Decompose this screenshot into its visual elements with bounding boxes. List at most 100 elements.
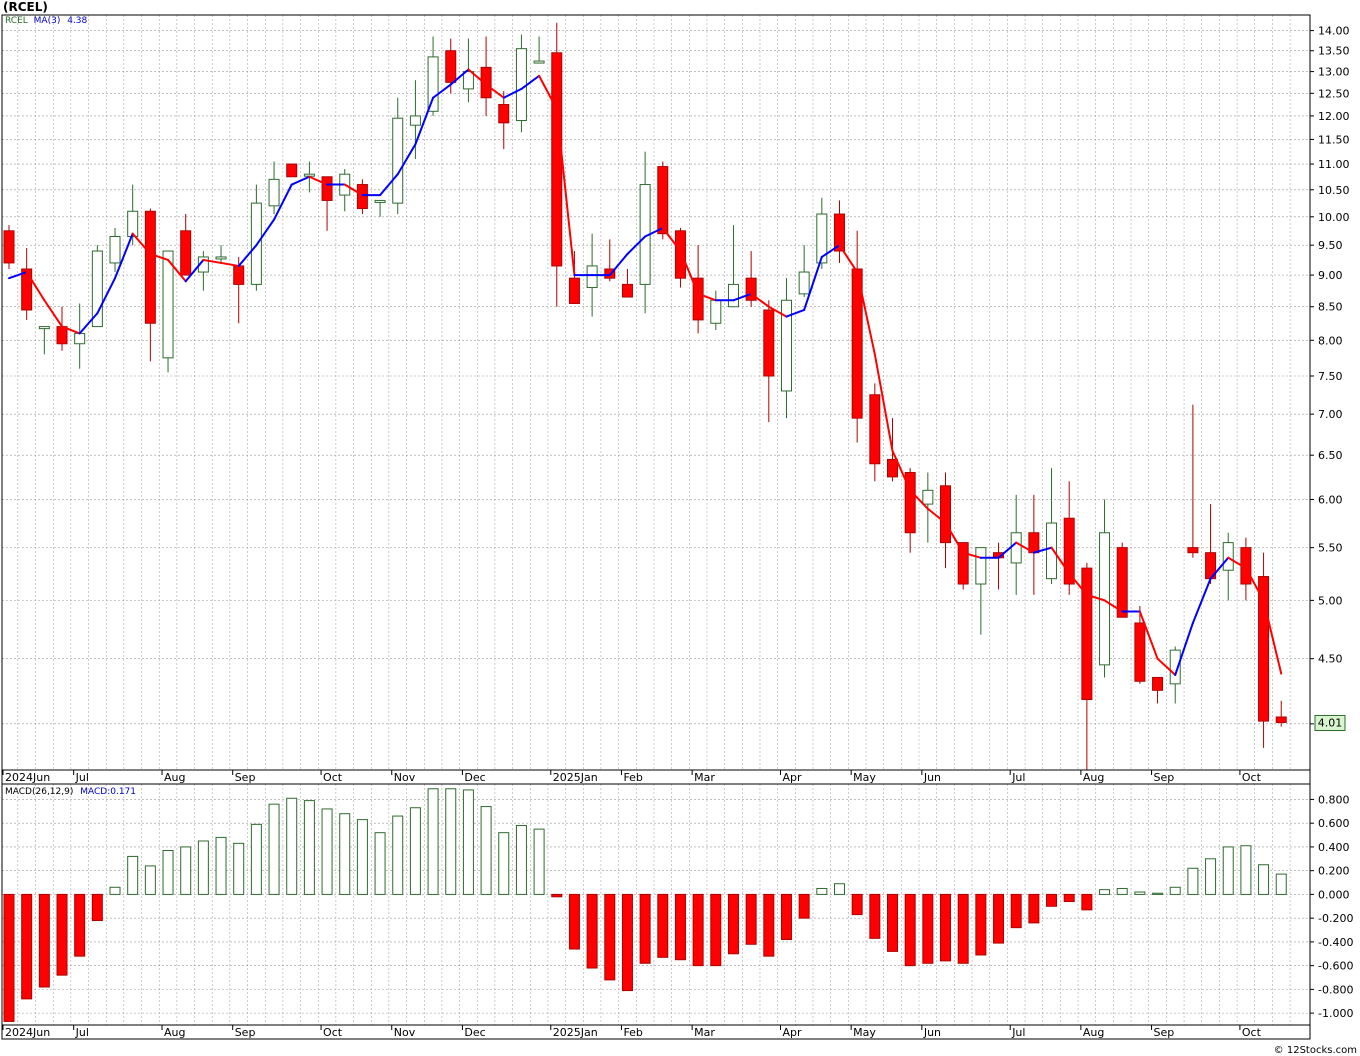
price-month-label: Nov [394, 771, 416, 784]
price-month-label: Jul [1011, 771, 1025, 784]
ma-segment [767, 305, 788, 318]
price-month-band [1, 769, 1311, 785]
macd-bar-positive [498, 832, 510, 895]
candle-up [1046, 522, 1058, 580]
macd-bar-positive [1187, 867, 1199, 895]
macd-bar-positive [1116, 887, 1128, 895]
macd-bar-negative [887, 893, 898, 952]
last-price-label: 4.01 [1318, 716, 1343, 729]
candle-down [1063, 517, 1075, 585]
candle-down [657, 166, 669, 235]
candle-down [233, 265, 245, 285]
macd-month-label: Apr [782, 1026, 802, 1039]
macd-bar-positive [833, 883, 845, 895]
ma-segment [873, 353, 894, 452]
candle-up [127, 210, 139, 238]
price-legend: RCEL MA(3) 4.38 [5, 16, 87, 26]
price-tick-label: 13.50 [1318, 45, 1350, 58]
candle-up [268, 178, 280, 207]
price-tick-label: 7.50 [1318, 370, 1343, 383]
macd-bar-positive [197, 840, 209, 895]
price-tick-label: 8.00 [1318, 334, 1343, 347]
price-gridlines [2, 15, 1310, 770]
candle-down [692, 277, 704, 321]
candlestick-series [3, 22, 1287, 780]
ma-segment [608, 252, 629, 277]
ma-segment [1068, 572, 1088, 596]
candle-down [851, 268, 863, 419]
candle-down [869, 394, 881, 465]
price-month-label: Jul [75, 771, 89, 784]
ma-segment [61, 325, 81, 335]
candle-up [427, 56, 439, 112]
macd-bar-positive [356, 819, 368, 895]
candle-down [1116, 547, 1128, 618]
macd-bar-negative [798, 893, 810, 919]
ma-segment [432, 83, 452, 99]
candle-down [1258, 576, 1270, 722]
macd-tick-label: 0.200 [1318, 865, 1350, 878]
ma-segment [131, 232, 152, 255]
macd-bar-positive [1275, 873, 1287, 895]
macd-month-label: Mar [694, 1026, 715, 1039]
legend-ma-value: 4.38 [67, 16, 88, 26]
price-tick-label: 11.50 [1318, 133, 1350, 146]
ma-segment [96, 277, 117, 315]
macd-tick-label: 0.600 [1318, 817, 1350, 830]
candle-down [833, 213, 845, 252]
macd-bar-negative [710, 893, 722, 967]
ma-segment [202, 258, 223, 264]
ma-segment [1103, 599, 1124, 613]
macd-bar-positive [1205, 858, 1217, 895]
ma-segment [926, 507, 947, 525]
candle-up [922, 489, 934, 505]
price-tick-label: 10.50 [1318, 184, 1350, 197]
candle-down [286, 163, 298, 178]
macd-bar-positive [445, 788, 457, 895]
candle-down [1152, 676, 1164, 691]
macd-bar-positive [427, 788, 439, 895]
candle-up [162, 250, 174, 359]
candle-down [356, 184, 368, 210]
price-tick-label: 4.50 [1318, 653, 1343, 666]
candle-up [1010, 532, 1022, 564]
price-month-label: Aug [1083, 771, 1104, 784]
macd-bar-positive [233, 842, 245, 895]
candle-down [674, 230, 686, 279]
macd-gridlines [2, 784, 1310, 1025]
price-tick-label: 9.50 [1318, 239, 1343, 252]
macd-month-label: May [853, 1026, 876, 1039]
ma-segment [962, 551, 982, 559]
ma-segment [184, 258, 205, 283]
macd-bar-positive [533, 828, 545, 895]
ma-segment [1156, 657, 1177, 676]
ma-segment [1138, 610, 1159, 660]
ma-segment [167, 258, 187, 283]
ma-segment [502, 87, 523, 99]
price-tick-label: 11.00 [1318, 158, 1350, 171]
legend-symbol: RCEL [5, 16, 28, 26]
ma-segment [1015, 541, 1035, 554]
candle-down [887, 458, 898, 478]
macd-bar-positive [162, 849, 174, 895]
ma-segment [891, 449, 912, 492]
ma-segment [1262, 599, 1283, 675]
macd-tick-label: -1.000 [1318, 1007, 1353, 1020]
macd-bar-positive [392, 815, 404, 895]
site-credit: © 12Stocks.com [1273, 1045, 1357, 1056]
price-month-label: Jun [923, 771, 941, 784]
ma-segment [661, 226, 682, 253]
macd-bar-positive [109, 886, 121, 895]
macd-month-label: Jul [1011, 1026, 1025, 1039]
price-tick-label: 6.50 [1318, 449, 1343, 462]
ma-segment [255, 218, 276, 247]
macd-bar-negative [851, 893, 863, 916]
candle-down [180, 230, 192, 276]
candle-down [904, 471, 916, 534]
ma-segment [78, 312, 99, 335]
macd-month-label: 2024Jun [5, 1026, 50, 1039]
last-price-box [1314, 714, 1346, 731]
macd-tick-label: -0.400 [1318, 936, 1353, 949]
legend-macd-label: MACD(26,12,9) [5, 787, 74, 797]
candle-up [975, 547, 987, 585]
